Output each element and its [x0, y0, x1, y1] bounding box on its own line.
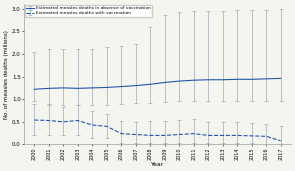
X-axis label: Year: Year — [151, 162, 164, 167]
Legend: Estimated measles deaths in absence of vaccination, Estimated measles deaths wit: Estimated measles deaths in absence of v… — [25, 5, 152, 17]
Y-axis label: No. of measles deaths (millions): No. of measles deaths (millions) — [4, 30, 9, 119]
